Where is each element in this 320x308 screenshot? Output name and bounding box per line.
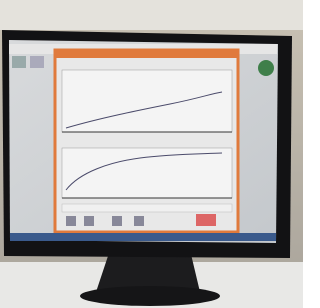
button-icon	[66, 216, 76, 226]
button-icon	[134, 216, 144, 226]
button-icon	[112, 216, 122, 226]
photo	[0, 0, 303, 308]
window-light	[0, 0, 303, 30]
app-logo	[258, 60, 274, 76]
scroll-bar	[62, 204, 232, 212]
button-icon	[196, 214, 216, 226]
window-title-bar	[55, 50, 238, 58]
chart-panel	[62, 70, 232, 132]
toolbar-icon	[30, 56, 44, 68]
taskbar	[10, 233, 276, 241]
monitor-base	[80, 286, 220, 306]
button-icon	[84, 216, 94, 226]
toolbar-icon	[12, 56, 26, 68]
